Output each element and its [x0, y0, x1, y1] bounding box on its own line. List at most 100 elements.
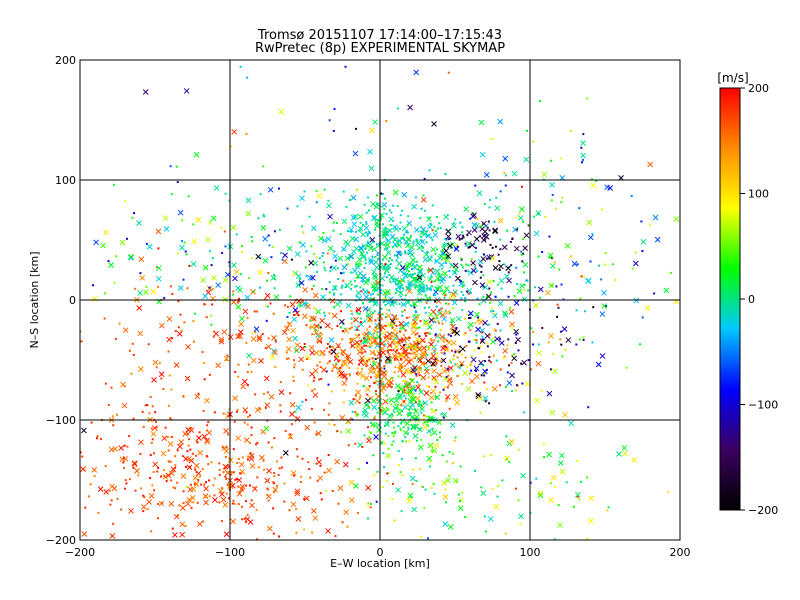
scatter-cross [162, 474, 169, 480]
scatter-cross [242, 308, 249, 315]
scatter-dot [611, 263, 614, 266]
scatter-dot [367, 209, 370, 212]
scatter-dot [257, 217, 260, 220]
scatter-dot [150, 441, 153, 444]
scatter-cross [219, 491, 225, 498]
scatter-cross [235, 303, 242, 310]
scatter-dot [389, 263, 392, 266]
scatter-dot [336, 355, 339, 358]
scatter-dot [368, 346, 371, 349]
scatter-dot [436, 334, 439, 337]
scatter-dot [474, 321, 477, 324]
scatter-dot [515, 384, 518, 387]
scatter-dot [480, 363, 483, 366]
scatter-dot [369, 506, 372, 509]
scatter-dot [492, 337, 495, 340]
scatter-dot [169, 285, 172, 288]
scatter-dot [361, 445, 364, 448]
scatter-dot [569, 129, 572, 132]
scatter-cross [186, 497, 193, 503]
scatter-dot [154, 411, 157, 414]
scatter-dot [132, 466, 135, 469]
scatter-dot [256, 310, 259, 313]
scatter-cross [580, 152, 587, 159]
scatter-dot [434, 294, 437, 297]
scatter-dot [398, 364, 401, 367]
scatter-cross [222, 463, 229, 470]
scatter-dot [381, 332, 384, 335]
scatter-dot [140, 487, 143, 490]
scatter-cross [352, 150, 359, 157]
scatter-dot [407, 426, 410, 429]
scatter-cross [218, 336, 225, 343]
scatter-cross [359, 355, 365, 361]
scatter-dot [540, 389, 543, 392]
scatter-dot [562, 298, 565, 301]
scatter-dot [397, 403, 400, 406]
scatter-dot [475, 341, 478, 344]
scatter-dot [458, 366, 461, 369]
scatter-cross [571, 260, 578, 267]
scatter-dot [318, 361, 321, 364]
scatter-dot [341, 354, 344, 357]
scatter-dot [139, 272, 142, 275]
scatter-dot [299, 305, 302, 308]
scatter-dot [580, 481, 583, 484]
scatter-dot [417, 342, 420, 345]
scatter-dot [326, 347, 329, 350]
scatter-dot [427, 376, 430, 379]
scatter-cross [317, 333, 324, 340]
scatter-dot [364, 259, 367, 262]
scatter-dot [434, 321, 437, 324]
scatter-dot [430, 339, 433, 342]
scatter-dot [264, 346, 267, 349]
scatter-dot [227, 433, 230, 436]
scatter-dot [413, 277, 416, 280]
scatter-dot [407, 497, 410, 500]
scatter-cross [267, 186, 274, 193]
scatter-dot [267, 272, 270, 275]
scatter-dot [604, 263, 607, 266]
scatter-dot [368, 358, 371, 361]
scatter-dot [483, 238, 486, 241]
scatter-cross [177, 209, 184, 216]
scatter-dot [374, 357, 377, 360]
scatter-dot [427, 345, 430, 348]
scatter-dot [325, 370, 328, 373]
scatter-cross [452, 262, 459, 269]
scatter-dot [182, 502, 185, 505]
scatter-dot [410, 388, 413, 391]
scatter-dot [509, 240, 512, 243]
scatter-dot [251, 240, 254, 243]
scatter-dot [445, 501, 448, 504]
scatter-dot [384, 330, 387, 333]
scatter-dot [231, 293, 234, 296]
scatter-cross [227, 457, 234, 463]
scatter-dot [211, 257, 214, 260]
scatter-dot [428, 385, 431, 388]
scatter-dot [465, 344, 468, 347]
scatter-dot [334, 259, 337, 262]
scatter-dot [384, 263, 387, 266]
scatter-dot [374, 326, 377, 329]
scatter-cross [255, 253, 262, 260]
scatter-dot [277, 473, 280, 476]
scatter-cross [294, 416, 301, 423]
scatter-dot [224, 192, 227, 195]
scatter-dot [631, 267, 634, 270]
scatter-dot [237, 375, 240, 378]
scatter-cross [471, 227, 478, 233]
scatter-dot [195, 470, 198, 473]
scatter-dot [464, 297, 467, 300]
scatter-cross [355, 306, 362, 313]
scatter-cross [457, 505, 464, 512]
scatter-dot [295, 508, 298, 511]
scatter-cross [397, 290, 404, 297]
scatter-cross [386, 321, 392, 328]
scatter-dot [184, 524, 187, 527]
scatter-dot [237, 335, 240, 338]
scatter-cross [473, 365, 480, 372]
scatter-dot [337, 277, 340, 280]
scatter-dot [402, 287, 405, 290]
scatter-cross [380, 385, 387, 392]
